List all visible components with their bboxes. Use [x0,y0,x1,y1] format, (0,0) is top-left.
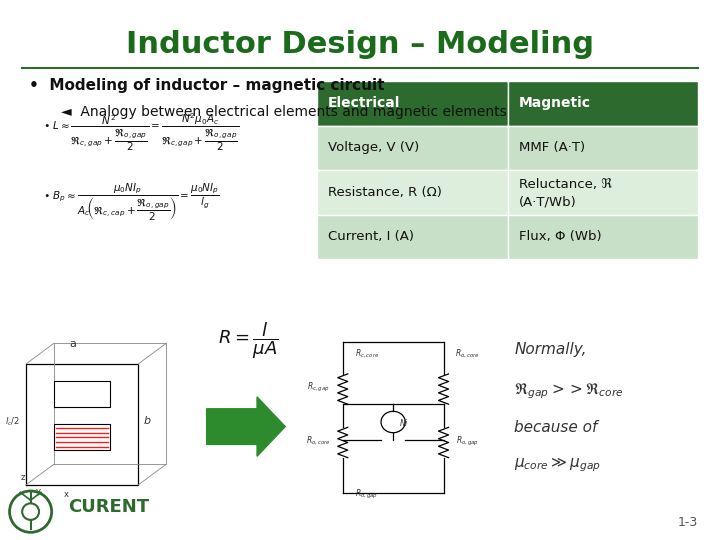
Text: y: y [35,487,40,496]
FancyArrow shape [207,397,285,456]
Text: $\mu_{core} \gg \mu_{gap}$: $\mu_{core} \gg \mu_{gap}$ [514,456,601,474]
Text: $R = \dfrac{l}{\mu A}$: $R = \dfrac{l}{\mu A}$ [218,320,279,361]
Text: 1-3: 1-3 [678,516,698,529]
Text: (A·T/Wb): (A·T/Wb) [519,195,577,208]
Text: Magnetic: Magnetic [519,96,591,110]
Text: $\mathfrak{R}_{gap}>>\mathfrak{R}_{core}$: $\mathfrak{R}_{gap}>>\mathfrak{R}_{core}… [514,381,624,401]
Text: $l_c/2$: $l_c/2$ [6,415,20,428]
Bar [317,81,508,125]
Text: CURENT: CURENT [68,498,150,516]
Text: x: x [63,490,68,499]
Bar [508,125,698,170]
Text: a: a [69,339,76,349]
Text: MMF (A·T): MMF (A·T) [519,141,585,154]
Text: $R_{o,core}$: $R_{o,core}$ [306,435,331,447]
Text: z: z [20,472,24,482]
Bar [508,214,698,259]
Text: b: b [144,416,151,427]
Text: $R_{c,gap}$: $R_{c,gap}$ [307,381,330,394]
Text: Reluctance, ℜ: Reluctance, ℜ [519,178,612,191]
Text: Electrical: Electrical [328,96,400,110]
Text: $R_{o,gap}$: $R_{o,gap}$ [456,435,480,448]
Text: Current, I (A): Current, I (A) [328,231,414,244]
Bar [317,170,508,214]
Text: •  Modeling of inductor – magnetic circuit: • Modeling of inductor – magnetic circui… [29,78,384,93]
Text: Flux, Φ (Wb): Flux, Φ (Wb) [519,231,602,244]
Text: $\bullet\;L \approx \dfrac{N^2}{\mathfrak{R}_{c,gap}+\dfrac{\mathfrak{R}_{o,gap}: $\bullet\;L \approx \dfrac{N^2}{\mathfra… [43,112,240,153]
Text: $R_{o,core}$: $R_{o,core}$ [455,348,480,360]
Text: $Ni$: $Ni$ [399,416,409,428]
Text: Inductor Design – Modeling: Inductor Design – Modeling [126,30,594,59]
Text: Resistance, R (Ω): Resistance, R (Ω) [328,186,442,199]
Text: $R_{o,gap}$: $R_{o,gap}$ [356,488,379,501]
Bar [317,214,508,259]
Text: $R_{c,core}$: $R_{c,core}$ [355,348,379,360]
Text: because of: because of [514,420,598,435]
Bar [508,81,698,125]
Text: $\bullet\;B_p \approx \dfrac{\mu_0 N I_p}{A_c\!\left(\mathfrak{R}_{c,cap}+\dfrac: $\bullet\;B_p \approx \dfrac{\mu_0 N I_p… [43,182,220,223]
Text: ◄  Analogy between electrical elements and magnetic elements: ◄ Analogy between electrical elements an… [61,105,507,119]
Text: Normally,: Normally, [514,342,587,357]
Text: Voltage, V (V): Voltage, V (V) [328,141,420,154]
Bar [317,125,508,170]
Bar [508,170,698,214]
